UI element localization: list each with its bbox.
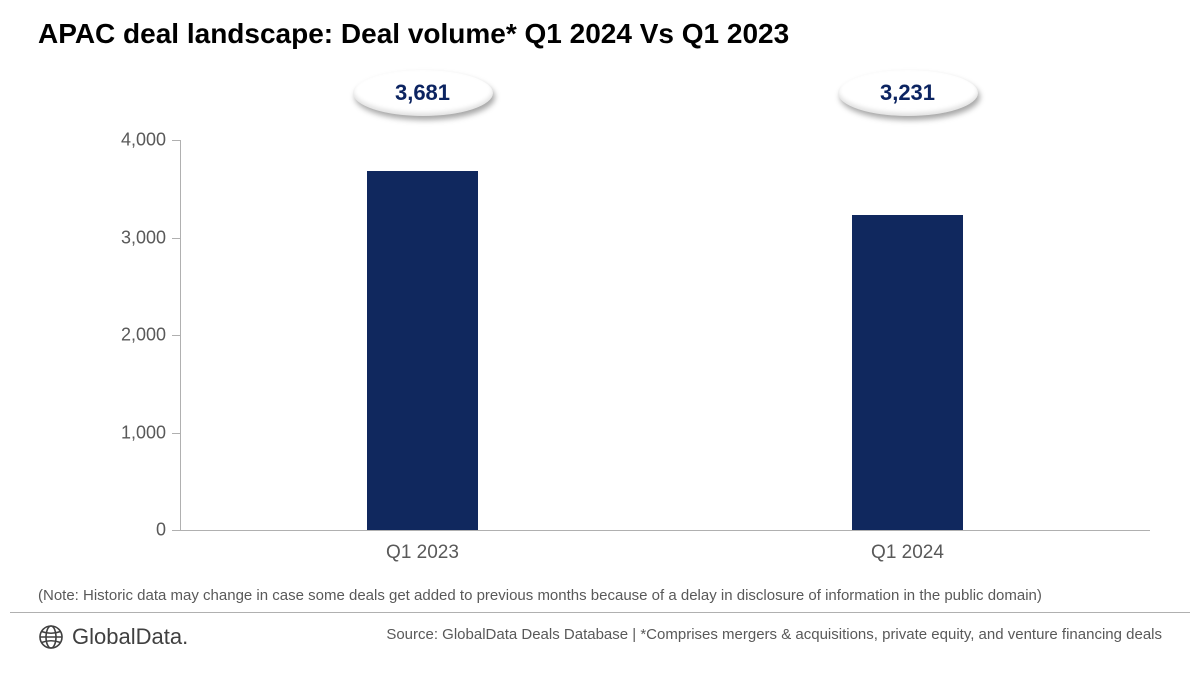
bar-chart: 0 1,000 2,000 3,000 4,000 Q1 2023 3,681 Q1 2024… — [60, 60, 1160, 570]
chart-title: APAC deal landscape: Deal volume* Q1 202… — [38, 18, 789, 50]
ytick-label: 1,000 — [121, 422, 166, 443]
ytick-label: 3,000 — [121, 227, 166, 248]
ytick-mark — [172, 530, 180, 531]
logo-text: GlobalData. — [72, 624, 188, 650]
ytick-label: 2,000 — [121, 325, 166, 346]
ytick-mark — [172, 433, 180, 434]
category-label: Q1 2024 — [871, 542, 944, 564]
bar — [367, 171, 479, 530]
globaldata-logo: GlobalData. — [38, 624, 188, 650]
ytick-mark — [172, 335, 180, 336]
x-axis — [180, 530, 1150, 531]
ytick-mark — [172, 140, 180, 141]
globe-icon — [38, 624, 64, 650]
footnote: (Note: Historic data may change in case … — [38, 587, 1042, 604]
value-callout: 3,681 — [353, 70, 493, 116]
ytick-mark — [172, 238, 180, 239]
ytick-label: 4,000 — [121, 130, 166, 151]
ytick-label: 0 — [156, 520, 166, 541]
category-label: Q1 2023 — [386, 542, 459, 564]
bar — [852, 215, 964, 530]
source-text: Source: GlobalData Deals Database | *Com… — [386, 626, 1162, 643]
y-axis — [180, 140, 181, 530]
footer-divider — [10, 612, 1190, 613]
value-callout: 3,231 — [838, 70, 978, 116]
